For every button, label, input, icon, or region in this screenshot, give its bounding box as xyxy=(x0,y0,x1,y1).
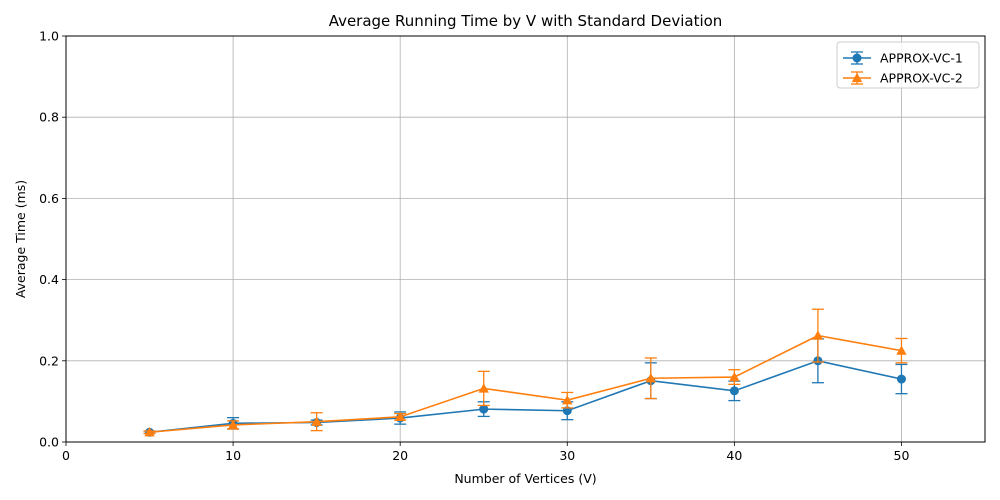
ticks: 0 10 20 30 40 50 0.0 0.2 0.4 0.6 0.8 1.0 xyxy=(39,29,909,464)
x-tick-label: 10 xyxy=(225,448,241,463)
data-point xyxy=(645,373,657,383)
x-tick-label: 20 xyxy=(392,448,408,463)
data-point xyxy=(729,371,740,382)
data-point xyxy=(394,411,406,421)
y-axis-label: Average Time (ms) xyxy=(13,180,28,298)
data-point xyxy=(562,394,573,405)
x-tick-label: 0 xyxy=(62,448,70,463)
y-tick-label: 1.0 xyxy=(39,29,59,44)
legend-box xyxy=(836,41,980,89)
legend-label: APPROX-VC-1 xyxy=(880,51,963,66)
y-tick-label: 0.8 xyxy=(39,110,59,125)
legend-entry: APPROX-VC-1 xyxy=(843,51,963,66)
data-point xyxy=(729,386,739,396)
plot-frame xyxy=(65,35,986,443)
data-point xyxy=(896,345,907,355)
y-tick-label: 0.0 xyxy=(39,435,59,450)
series-layer xyxy=(143,308,908,437)
series-line xyxy=(149,334,902,434)
x-tick-label: 30 xyxy=(559,448,575,463)
legend-entry: APPROX-VC-2 xyxy=(843,71,963,86)
chart-title: Average Running Time by V with Standard … xyxy=(329,12,723,30)
legend-marker xyxy=(851,72,863,83)
y-tick-label: 0.2 xyxy=(39,353,59,368)
x-axis-label: Number of Vertices (V) xyxy=(454,471,596,486)
series-approx-vc-2 xyxy=(143,308,908,437)
data-point xyxy=(812,330,824,340)
x-tick-label: 50 xyxy=(894,448,910,463)
legend-label: APPROX-VC-2 xyxy=(880,71,963,86)
data-point xyxy=(479,404,489,414)
data-point xyxy=(896,374,906,384)
data-point xyxy=(227,419,239,430)
x-tick-label: 40 xyxy=(726,448,742,463)
y-tick-label: 0.4 xyxy=(39,272,59,287)
legend: APPROX-VC-1 APPROX-VC-2 xyxy=(836,41,980,89)
data-point xyxy=(311,416,322,426)
y-tick-label: 0.6 xyxy=(39,191,59,206)
legend-marker xyxy=(852,53,862,63)
data-point xyxy=(144,427,155,437)
data-point xyxy=(478,383,489,393)
